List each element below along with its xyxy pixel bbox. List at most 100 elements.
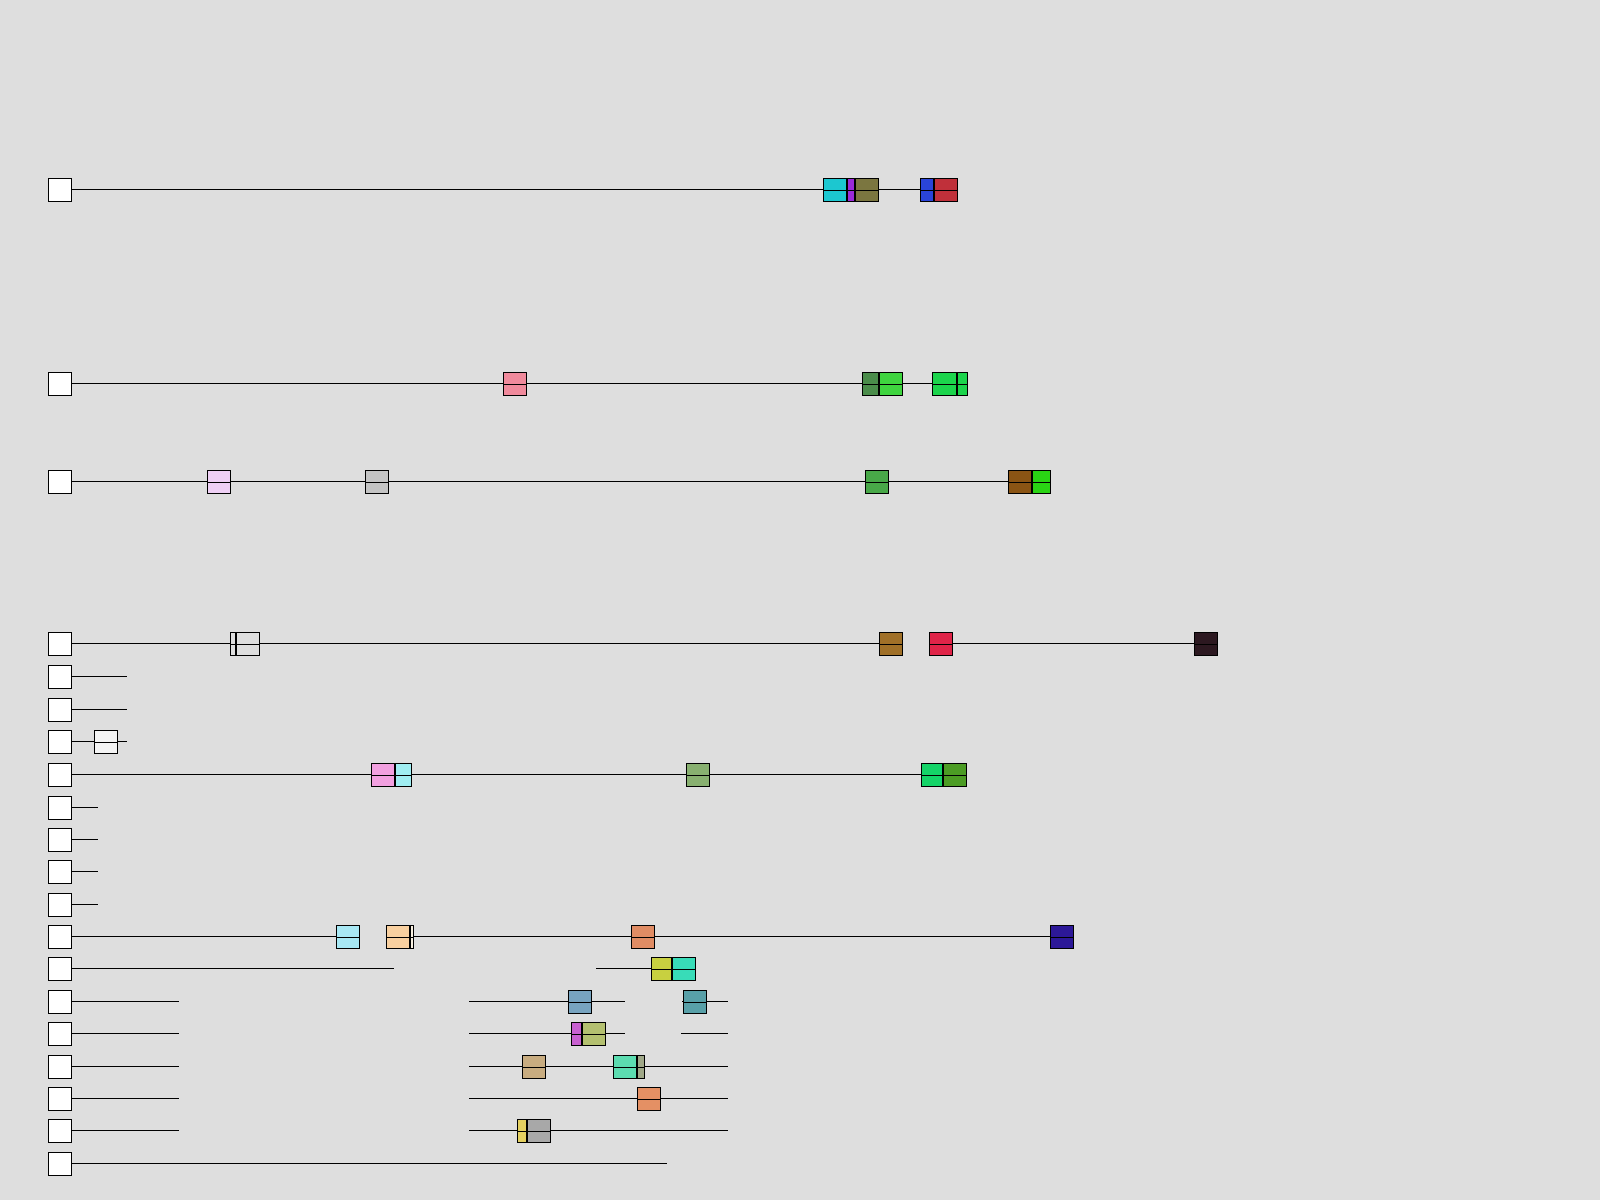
- track-row-16: [0, 1022, 1600, 1046]
- feature-block[interactable]: [230, 632, 236, 656]
- feature-block[interactable]: [879, 372, 903, 396]
- row-anchor-box[interactable]: [48, 1055, 72, 1079]
- feature-block[interactable]: [823, 178, 847, 202]
- feature-block[interactable]: [1032, 470, 1051, 494]
- feature-block[interactable]: [517, 1119, 527, 1143]
- feature-block[interactable]: [879, 632, 903, 656]
- feature-block[interactable]: [865, 470, 889, 494]
- feature-block[interactable]: [651, 957, 672, 981]
- track-row-1: [0, 178, 1600, 202]
- feature-block[interactable]: [847, 178, 855, 202]
- connector-line: [710, 774, 921, 775]
- connector-line: [661, 1098, 728, 1099]
- feature-block[interactable]: [1194, 632, 1218, 656]
- connector-line: [72, 481, 207, 482]
- feature-block[interactable]: [637, 1087, 661, 1111]
- block-midline: [518, 1131, 526, 1132]
- connector-line: [596, 968, 651, 969]
- row-anchor-box[interactable]: [48, 893, 72, 917]
- feature-block[interactable]: [582, 1022, 606, 1046]
- connector-line: [72, 1098, 179, 1099]
- track-row-2: [0, 372, 1600, 396]
- block-midline: [958, 384, 967, 385]
- feature-block[interactable]: [386, 925, 410, 949]
- connector-line: [469, 1098, 637, 1099]
- block-midline: [930, 644, 952, 645]
- row-anchor-box[interactable]: [48, 1087, 72, 1111]
- feature-block[interactable]: [943, 763, 967, 787]
- feature-block[interactable]: [236, 632, 260, 656]
- feature-block[interactable]: [862, 372, 879, 396]
- feature-block[interactable]: [1050, 925, 1074, 949]
- row-anchor-box[interactable]: [48, 1022, 72, 1046]
- block-midline: [863, 384, 878, 385]
- feature-block[interactable]: [957, 372, 968, 396]
- feature-block[interactable]: [929, 632, 953, 656]
- feature-block[interactable]: [365, 470, 389, 494]
- track-row-6: [0, 698, 1600, 722]
- row-anchor-box[interactable]: [48, 1152, 72, 1176]
- feature-block[interactable]: [921, 763, 943, 787]
- feature-block[interactable]: [934, 178, 958, 202]
- row-anchor-box[interactable]: [48, 990, 72, 1014]
- feature-block[interactable]: [336, 925, 360, 949]
- connector-line: [72, 1130, 179, 1131]
- row-anchor-box[interactable]: [48, 1119, 72, 1143]
- connector-line: [72, 936, 336, 937]
- feature-block[interactable]: [932, 372, 957, 396]
- feature-block[interactable]: [371, 763, 395, 787]
- connector-line: [72, 1066, 179, 1067]
- feature-block[interactable]: [207, 470, 231, 494]
- row-anchor-box[interactable]: [48, 665, 72, 689]
- track-row-20: [0, 1152, 1600, 1176]
- track-row-3: [0, 470, 1600, 494]
- connector-line: [72, 383, 503, 384]
- row-anchor-box[interactable]: [48, 698, 72, 722]
- block-midline: [523, 1067, 545, 1068]
- feature-block[interactable]: [683, 990, 707, 1014]
- feature-block[interactable]: [631, 925, 655, 949]
- row-anchor-box[interactable]: [48, 796, 72, 820]
- block-midline: [638, 1099, 660, 1100]
- track-row-11: [0, 860, 1600, 884]
- row-anchor-box[interactable]: [48, 632, 72, 656]
- feature-block[interactable]: [522, 1055, 546, 1079]
- feature-block[interactable]: [503, 372, 527, 396]
- feature-block[interactable]: [1008, 470, 1032, 494]
- feature-block[interactable]: [613, 1055, 637, 1079]
- feature-block[interactable]: [395, 763, 412, 787]
- block-midline: [921, 190, 933, 191]
- row-anchor-box[interactable]: [48, 860, 72, 884]
- connector-line: [469, 1130, 517, 1131]
- row-anchor-box[interactable]: [48, 372, 72, 396]
- connector-line: [72, 1001, 179, 1002]
- track-row-18: [0, 1087, 1600, 1111]
- track-row-15: [0, 990, 1600, 1014]
- connector-line: [72, 904, 98, 905]
- feature-block[interactable]: [855, 178, 879, 202]
- connector-line: [260, 643, 879, 644]
- row-anchor-box[interactable]: [48, 925, 72, 949]
- row-anchor-box[interactable]: [48, 730, 72, 754]
- row-anchor-box[interactable]: [48, 470, 72, 494]
- block-midline: [880, 644, 902, 645]
- connector-line: [412, 774, 686, 775]
- connector-line: [903, 383, 932, 384]
- feature-block[interactable]: [672, 957, 696, 981]
- track-row-19: [0, 1119, 1600, 1143]
- row-anchor-box[interactable]: [48, 178, 72, 202]
- connector-line: [469, 1066, 522, 1067]
- feature-block[interactable]: [94, 730, 118, 754]
- feature-block[interactable]: [571, 1022, 582, 1046]
- feature-block[interactable]: [686, 763, 710, 787]
- row-anchor-box[interactable]: [48, 828, 72, 852]
- block-midline: [372, 775, 394, 776]
- row-anchor-box[interactable]: [48, 957, 72, 981]
- feature-block[interactable]: [920, 178, 934, 202]
- feature-block[interactable]: [527, 1119, 551, 1143]
- feature-block[interactable]: [637, 1055, 645, 1079]
- row-anchor-box[interactable]: [48, 763, 72, 787]
- feature-block[interactable]: [410, 925, 414, 949]
- feature-block[interactable]: [568, 990, 592, 1014]
